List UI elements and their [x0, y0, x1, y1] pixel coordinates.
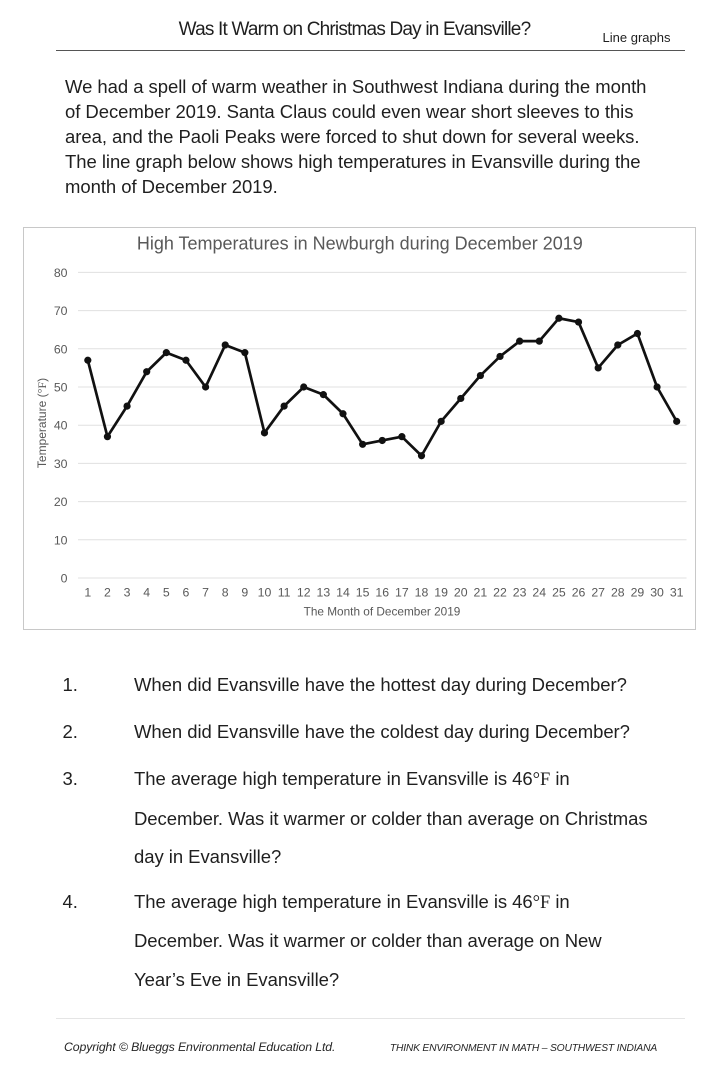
svg-text:16: 16 [375, 586, 389, 600]
svg-text:8: 8 [222, 586, 229, 600]
svg-text:26: 26 [572, 586, 586, 600]
svg-text:30: 30 [54, 457, 68, 471]
svg-text:14: 14 [336, 586, 350, 600]
svg-text:19: 19 [434, 586, 448, 600]
svg-text:31: 31 [670, 586, 684, 600]
svg-text:80: 80 [54, 266, 68, 280]
svg-text:28: 28 [611, 586, 625, 600]
svg-text:12: 12 [297, 586, 311, 600]
svg-text:Temperature (°F): Temperature (°F) [35, 378, 49, 468]
svg-text:15: 15 [356, 586, 370, 600]
svg-text:0: 0 [61, 572, 68, 586]
svg-text:30: 30 [650, 586, 664, 600]
svg-text:24: 24 [532, 586, 546, 600]
svg-text:2: 2 [104, 586, 111, 600]
svg-text:50: 50 [54, 381, 68, 395]
svg-text:10: 10 [54, 533, 68, 547]
svg-text:70: 70 [54, 304, 68, 318]
svg-text:27: 27 [591, 586, 605, 600]
svg-text:17: 17 [395, 586, 409, 600]
svg-text:The Month of December 2019: The Month of December 2019 [304, 605, 461, 619]
svg-text:5: 5 [163, 586, 170, 600]
svg-text:25: 25 [552, 586, 566, 600]
svg-text:3: 3 [124, 586, 131, 600]
svg-text:21: 21 [474, 586, 488, 600]
svg-text:29: 29 [631, 586, 645, 600]
svg-text:11: 11 [278, 586, 291, 600]
svg-text:6: 6 [183, 586, 190, 600]
svg-text:18: 18 [415, 586, 429, 600]
svg-text:60: 60 [54, 342, 68, 356]
svg-text:9: 9 [241, 586, 248, 600]
svg-text:10: 10 [258, 586, 272, 600]
svg-text:20: 20 [454, 586, 468, 600]
svg-text:7: 7 [202, 586, 209, 600]
svg-text:23: 23 [513, 586, 527, 600]
svg-text:20: 20 [54, 495, 68, 509]
svg-text:13: 13 [317, 586, 331, 600]
svg-text:4: 4 [143, 586, 150, 600]
svg-text:1: 1 [84, 586, 91, 600]
svg-text:40: 40 [54, 419, 68, 433]
svg-text:22: 22 [493, 586, 507, 600]
svg-text:High Temperatures in Newburgh: High Temperatures in Newburgh during Dec… [137, 234, 583, 254]
